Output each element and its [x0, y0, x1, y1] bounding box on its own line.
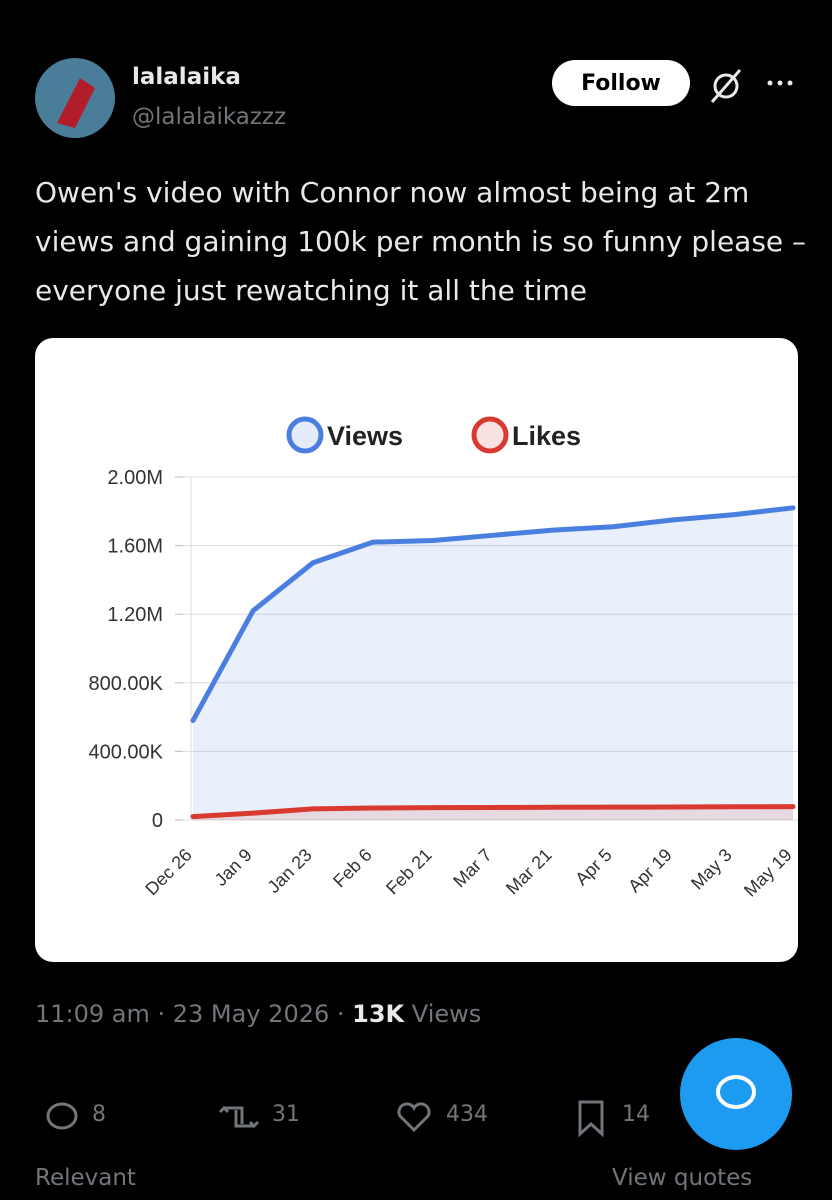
follow-button[interactable]: Follow — [552, 60, 690, 106]
x-tick-label: Jan 23 — [263, 845, 315, 897]
tweet-meta: 11:09 am · 23 May 2026 · 13K Views — [35, 1000, 481, 1028]
timestamp: 11:09 am · 23 May 2026 · — [35, 1000, 345, 1028]
x-tick-label: Apr 19 — [624, 845, 676, 897]
chart-card[interactable]: 0 400.00K 800.00K 1.20M 1.60M 2.00M Dec 26 Jan … — [35, 338, 798, 962]
x-tick-label: Mar 7 — [449, 845, 496, 892]
x-tick-label: Feb 21 — [382, 845, 436, 899]
sort-selector[interactable]: Relevant — [35, 1165, 136, 1191]
view-quotes[interactable]: View quotes — [612, 1165, 753, 1191]
legend-marker — [471, 416, 509, 454]
series-line — [190, 804, 796, 820]
chart: 0 400.00K 800.00K 1.20M 1.60M 2.00M Dec 26 Jan … — [88, 416, 798, 901]
avatar[interactable] — [35, 58, 115, 138]
action-icons[interactable] — [44, 1098, 804, 1138]
series-area — [193, 507, 793, 820]
author-name[interactable]: lalalaika — [132, 64, 241, 90]
tweet-text: Owen's video with Connor now almost bein… — [35, 176, 807, 307]
legend-marker — [286, 416, 324, 454]
x-tick-label: Jan 9 — [211, 845, 256, 890]
y-tick-label: 2.00M — [107, 467, 163, 489]
legend-label: Likes — [512, 421, 581, 451]
series-line — [190, 505, 796, 724]
compose-button[interactable] — [680, 1038, 792, 1150]
x-tick-label: May 19 — [740, 845, 796, 901]
reply-count[interactable]: 8 — [92, 1102, 106, 1127]
bookmark-count[interactable]: 14 — [622, 1102, 650, 1127]
y-tick-label: 1.60M — [107, 536, 163, 558]
x-tick-label: Mar 21 — [502, 845, 556, 899]
y-tick-label: 0 — [152, 810, 163, 832]
views-count: 13K — [352, 1000, 405, 1028]
header-icons[interactable] — [704, 66, 794, 106]
y-tick-label: 400.00K — [88, 741, 163, 763]
repost-count[interactable]: 31 — [272, 1102, 300, 1127]
like-count[interactable]: 434 — [446, 1102, 488, 1127]
views-label: Views — [411, 1000, 482, 1028]
y-tick-label: 800.00K — [88, 673, 163, 695]
x-tick-label: Feb 6 — [329, 845, 376, 892]
y-tick-label: 1.20M — [107, 604, 163, 626]
legend-label: Views — [327, 421, 403, 451]
x-tick-label: May 3 — [687, 845, 736, 894]
x-tick-label: Apr 5 — [571, 845, 616, 890]
author-handle[interactable]: @lalalaikazzz — [132, 104, 287, 130]
x-tick-label: Dec 26 — [141, 845, 195, 899]
